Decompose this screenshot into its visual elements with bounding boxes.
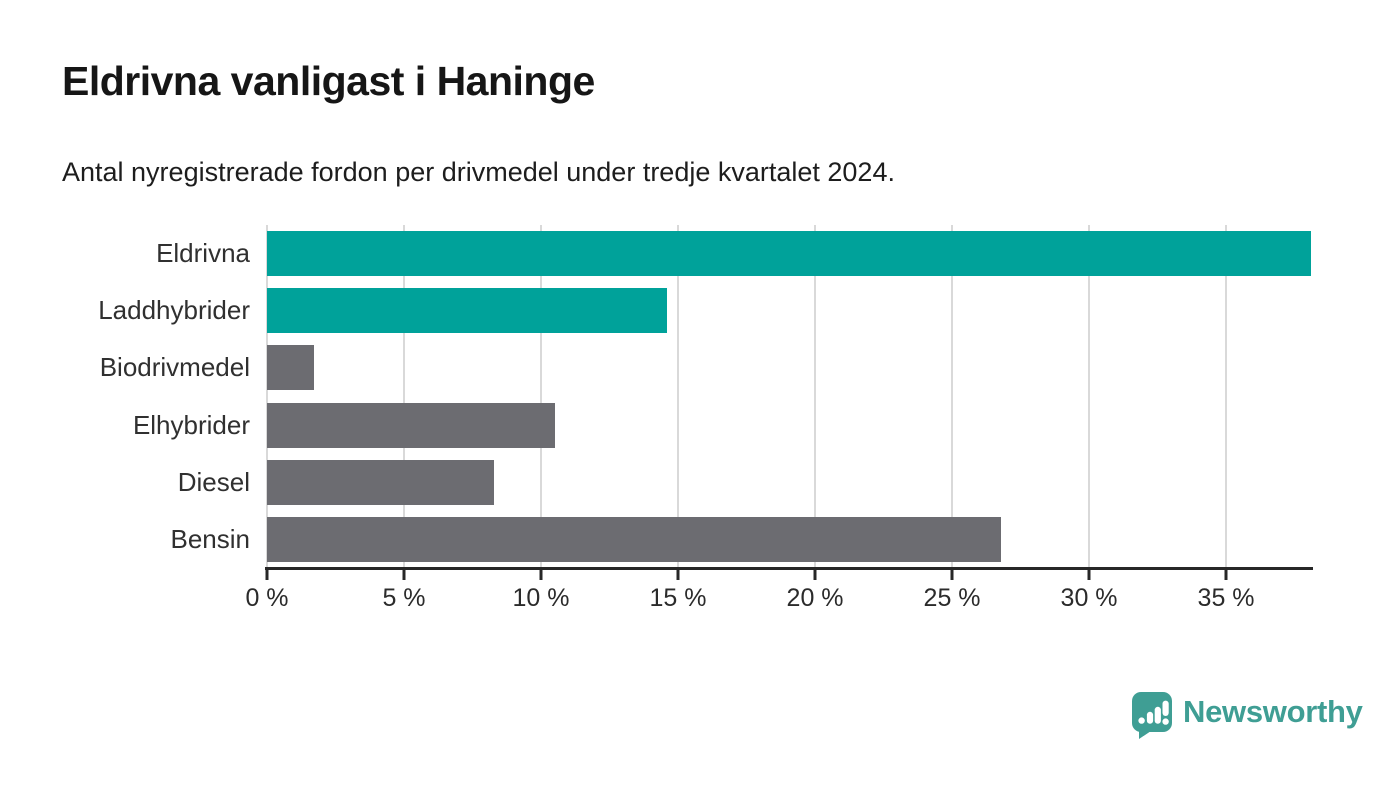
bars [267, 225, 1311, 568]
x-tick-35 [1224, 570, 1228, 580]
x-tick-label-35: 35 % [1197, 584, 1255, 612]
chart-title: Eldrivna vanligast i Haninge [62, 58, 595, 104]
x-tick-20 [813, 570, 817, 580]
bar-row-elhybrider [267, 397, 1311, 454]
bar-elhybrider [267, 402, 555, 448]
category-label-eldrivna: Eldrivna [156, 238, 250, 269]
bar-diesel [267, 459, 495, 505]
bar-laddhybrider [267, 288, 668, 334]
bar-row-diesel [267, 454, 1311, 511]
gridline-25 [951, 225, 954, 568]
gridline-15 [677, 225, 680, 568]
bar-row-eldrivna [267, 225, 1311, 282]
category-label-elhybrider: Elhybrider [132, 409, 250, 440]
x-axis-line [265, 567, 1313, 570]
bar-row-laddhybrider [267, 282, 1311, 339]
category-label-biodrivmedel: Biodrivmedel [99, 352, 250, 383]
gridline-5 [403, 225, 405, 568]
bar-biodrivmedel [267, 345, 314, 391]
gridline-20 [814, 225, 817, 568]
x-tick-0 [265, 570, 269, 580]
x-tick-10 [539, 570, 543, 580]
bar-eldrivna [267, 231, 1311, 277]
category-label-diesel: Diesel [177, 466, 250, 497]
bar-bensin [267, 516, 1002, 562]
x-tick-label-15: 15 % [649, 584, 707, 612]
x-axis: 0 % 5 % 10 % 15 % 20 % 25 % 30 % 35 % [245, 570, 1311, 625]
category-labels: Eldrivna Laddhybrider Biodrivmedel Elhybrid… [0, 225, 250, 568]
bar-row-bensin [267, 511, 1311, 568]
plot-area [266, 225, 1311, 568]
x-tick-label-0: 0 % [245, 584, 289, 612]
category-label-laddhybrider: Laddhybrider [98, 295, 250, 326]
gridline-35 [1225, 225, 1228, 568]
x-tick-25 [950, 570, 954, 580]
newsworthy-logo-icon [1132, 692, 1172, 739]
x-tick-30 [1087, 570, 1091, 580]
x-tick-label-20: 20 % [786, 584, 844, 612]
bar-row-biodrivmedel [267, 339, 1311, 396]
newsworthy-logo-text: Newsworthy [1183, 694, 1363, 729]
category-label-bensin: Bensin [170, 523, 251, 554]
gridline-0 [266, 225, 268, 568]
x-tick-label-25: 25 % [923, 584, 981, 612]
x-tick-15 [676, 570, 680, 580]
newsworthy-logo: Newsworthy [1132, 692, 1363, 739]
x-tick-label-5: 5 % [382, 584, 426, 612]
gridline-10 [540, 225, 543, 568]
chart-subtitle: Antal nyregistrerade fordon per drivmede… [62, 157, 895, 187]
gridline-30 [1088, 225, 1091, 568]
x-tick-label-30: 30 % [1060, 584, 1118, 612]
x-tick-5 [402, 570, 406, 580]
x-tick-label-10: 10 % [512, 584, 570, 612]
